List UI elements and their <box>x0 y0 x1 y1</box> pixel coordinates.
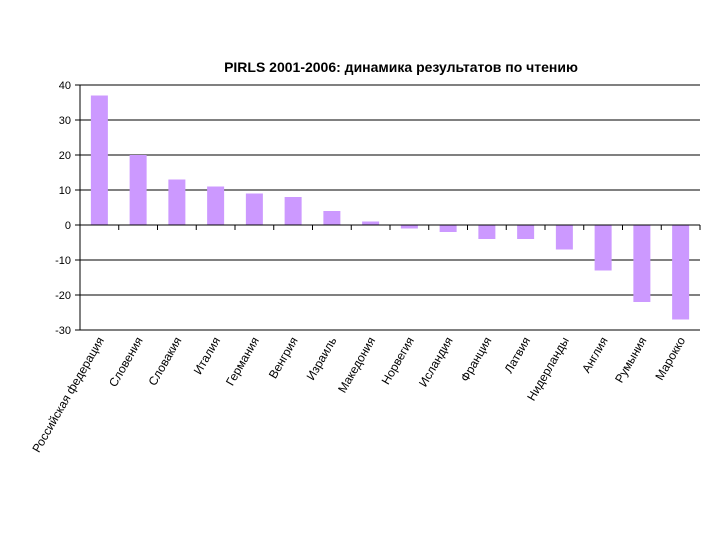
x-tick-label: Латвия <box>501 335 533 376</box>
bar <box>323 211 341 225</box>
chart-title: PIRLS 2001-2006: динамика результатов по… <box>224 59 578 75</box>
bar <box>207 186 225 225</box>
y-tick-label: 40 <box>59 80 71 92</box>
bar <box>633 225 651 302</box>
x-tick-label: Российская федерация <box>29 335 107 455</box>
x-tick-label: Марокко <box>652 334 688 382</box>
bar <box>168 179 186 225</box>
y-tick-label: 0 <box>65 220 71 232</box>
x-tick-label: Германия <box>223 335 262 389</box>
y-tick-label: -10 <box>55 255 71 267</box>
bar <box>517 225 535 239</box>
x-tick-label: Македония <box>335 335 378 396</box>
x-tick-label: Англия <box>579 335 611 376</box>
bar <box>555 225 573 250</box>
x-tick-label: Франция <box>458 335 495 385</box>
bar <box>478 225 496 239</box>
y-tick-labels: 40 30 20 10 0 -10 -20 -30 <box>55 80 71 337</box>
x-tick-label: Словакия <box>145 335 184 389</box>
bar <box>362 221 380 225</box>
x-tick-labels: Российская федерация Словения Словакия Итал… <box>29 334 688 455</box>
x-tick-label: Норвегия <box>379 335 417 387</box>
bar <box>400 225 418 229</box>
bar <box>284 197 302 225</box>
x-tick-label: Румыния <box>612 335 649 386</box>
axes <box>79 85 701 330</box>
y-tick-label: 20 <box>59 150 71 162</box>
x-tick-label: Израиль <box>304 335 340 383</box>
bar <box>672 225 690 320</box>
y-tick-label: -30 <box>55 325 71 337</box>
x-tick-label: Нидерланды <box>524 335 572 404</box>
x-tick-label: Италия <box>191 335 224 377</box>
bar <box>129 155 147 225</box>
bar <box>439 225 457 232</box>
y-tick-label: -20 <box>55 290 71 302</box>
x-tick-label: Венгрия <box>266 335 301 381</box>
bar <box>245 193 263 225</box>
x-tick-label: Словения <box>106 335 146 390</box>
bar <box>594 225 612 271</box>
bar <box>90 95 108 225</box>
x-tick-label: Исландия <box>416 335 456 390</box>
y-tick-label: 10 <box>59 185 71 197</box>
y-tick-label: 30 <box>59 115 71 127</box>
bars <box>90 95 690 320</box>
